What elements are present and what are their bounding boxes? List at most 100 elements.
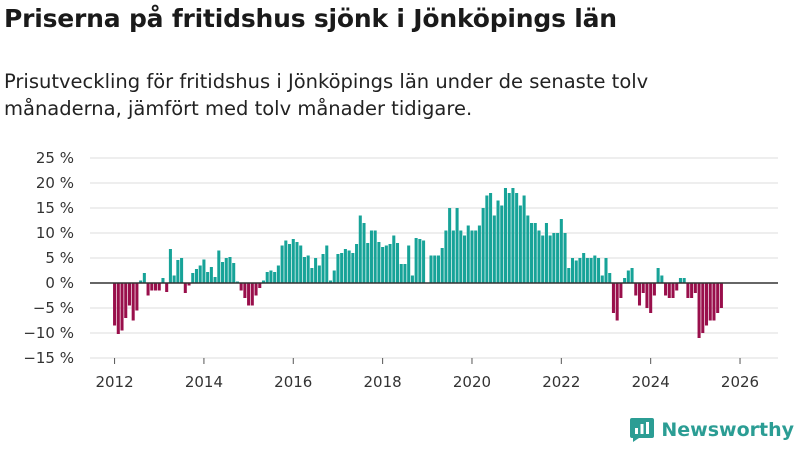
data-bar xyxy=(716,283,720,313)
data-bar xyxy=(422,240,426,283)
data-bar xyxy=(585,258,589,283)
data-bar xyxy=(563,233,567,283)
data-bar xyxy=(221,262,225,283)
data-bar xyxy=(485,195,489,283)
data-bar xyxy=(131,283,135,321)
data-bar xyxy=(403,264,407,283)
data-bar xyxy=(526,215,530,283)
data-bar xyxy=(291,239,295,283)
data-bar xyxy=(697,283,701,338)
data-bar xyxy=(392,235,396,283)
data-bar xyxy=(369,230,373,283)
data-bar xyxy=(355,244,359,283)
data-bar xyxy=(347,250,351,283)
data-bar xyxy=(567,268,571,283)
data-bar xyxy=(448,208,452,283)
data-bar xyxy=(552,233,556,283)
data-bar xyxy=(634,283,638,296)
data-bar xyxy=(288,244,292,283)
data-bar xyxy=(351,253,355,283)
data-bar xyxy=(325,245,329,283)
data-bar xyxy=(187,283,191,286)
data-bar xyxy=(544,223,548,283)
y-tick-label: 20 % xyxy=(36,174,74,192)
data-bar xyxy=(690,283,694,298)
data-bar xyxy=(418,239,422,283)
y-tick-label: −5 % xyxy=(33,299,74,317)
data-bar xyxy=(623,278,627,283)
newsworthy-logo-text: Newsworthy xyxy=(661,419,794,441)
data-bar xyxy=(209,267,213,283)
data-bar xyxy=(515,193,519,283)
data-bar xyxy=(261,280,266,283)
data-bar xyxy=(299,245,303,283)
data-bar xyxy=(459,230,463,283)
x-tick-label: 2018 xyxy=(364,373,402,391)
data-bar xyxy=(578,258,582,283)
data-bar xyxy=(194,269,198,283)
y-tick-label: 10 % xyxy=(36,224,74,242)
data-bar xyxy=(444,230,448,283)
data-bar xyxy=(362,223,366,283)
data-bar xyxy=(574,260,578,283)
x-tick-label: 2024 xyxy=(632,373,670,391)
data-bar xyxy=(124,283,128,318)
data-bar xyxy=(708,283,712,321)
data-bar xyxy=(180,258,184,283)
data-bar xyxy=(168,249,172,283)
data-bar xyxy=(604,258,608,283)
data-bar xyxy=(157,283,161,291)
data-bar xyxy=(433,255,437,283)
x-tick-label: 2026 xyxy=(721,373,759,391)
data-bar xyxy=(593,255,597,283)
data-bar xyxy=(470,230,474,283)
y-tick-label: 0 % xyxy=(45,274,74,292)
data-bar xyxy=(120,283,124,331)
data-bar xyxy=(150,283,154,291)
data-bar xyxy=(154,283,158,291)
data-bar xyxy=(463,235,467,283)
data-bar xyxy=(332,270,336,283)
data-bar xyxy=(436,255,440,283)
chart-title: Priserna på fritidshus sjönk i Jönköping… xyxy=(4,4,617,33)
data-bar xyxy=(165,283,169,292)
data-bar xyxy=(407,245,411,283)
y-tick-label: −15 % xyxy=(23,349,74,367)
data-bar xyxy=(466,225,470,283)
data-bar xyxy=(522,195,526,283)
data-bar xyxy=(682,278,686,283)
data-bar xyxy=(280,245,284,283)
newsworthy-logo-icon xyxy=(630,418,655,442)
data-bar xyxy=(161,278,165,283)
data-bar xyxy=(142,273,146,283)
data-bar xyxy=(556,233,560,283)
data-bar xyxy=(202,259,206,283)
data-bar xyxy=(314,258,318,283)
data-bar xyxy=(146,283,150,296)
data-bar xyxy=(451,230,455,283)
data-bar xyxy=(719,283,723,308)
data-bar xyxy=(384,245,388,283)
data-bar xyxy=(477,225,481,283)
data-bar xyxy=(321,254,325,283)
data-bar xyxy=(570,258,575,283)
data-bar xyxy=(373,230,377,283)
data-bar xyxy=(254,283,258,296)
data-bar xyxy=(667,283,671,298)
data-bar xyxy=(511,188,515,283)
data-bar xyxy=(533,223,537,283)
data-bar xyxy=(258,283,262,288)
data-bar xyxy=(641,283,645,293)
data-bar xyxy=(310,268,314,283)
data-bar xyxy=(183,283,187,293)
data-bar xyxy=(686,283,690,298)
x-tick-label: 2016 xyxy=(274,373,312,391)
data-bar xyxy=(228,257,232,283)
data-bar xyxy=(671,283,675,298)
data-bar xyxy=(224,258,228,283)
data-bar xyxy=(615,283,619,321)
data-bar xyxy=(414,238,418,283)
data-bar xyxy=(489,193,493,283)
data-bar xyxy=(176,260,180,283)
data-bar xyxy=(113,283,117,326)
